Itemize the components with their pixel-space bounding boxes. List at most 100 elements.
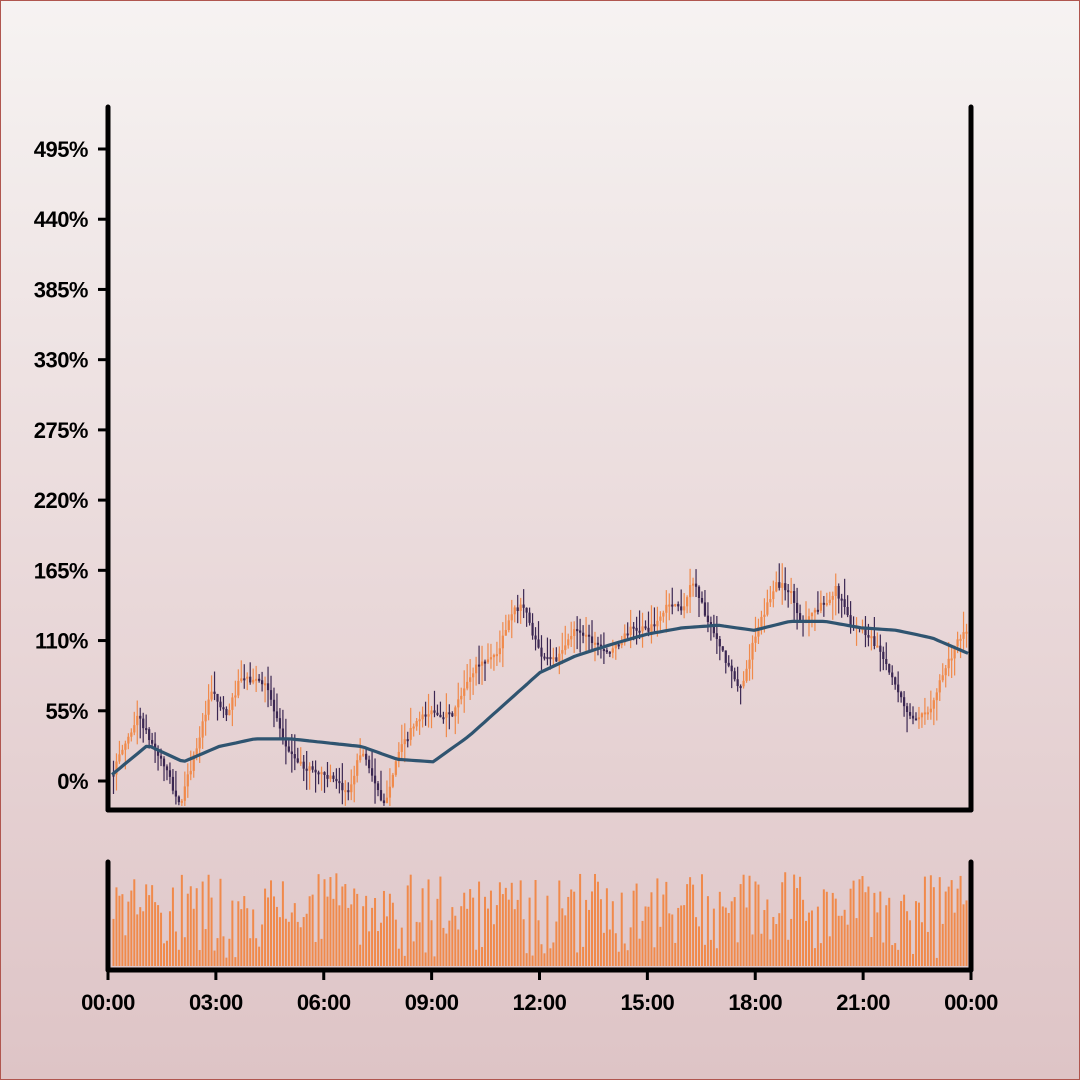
candle — [174, 770, 178, 805]
candle — [219, 696, 222, 711]
volume-bar — [237, 901, 240, 966]
candle — [784, 567, 787, 601]
candle — [130, 728, 133, 742]
candle — [439, 701, 442, 718]
volume-bar — [763, 910, 766, 966]
candle — [260, 671, 264, 692]
volume-bar — [317, 874, 320, 966]
volume-bar — [900, 901, 903, 966]
candle — [608, 651, 611, 658]
x-tick-label: 06:00 — [297, 990, 351, 1015]
candle — [436, 704, 439, 717]
volume-bar — [368, 931, 371, 966]
volume-bar — [772, 916, 775, 966]
volume-bar — [757, 884, 760, 966]
volume-bar — [923, 876, 926, 966]
candle — [332, 772, 335, 783]
candle — [335, 768, 338, 789]
candle — [727, 655, 730, 668]
candle — [421, 706, 424, 728]
candle — [665, 590, 668, 633]
volume-bar — [374, 898, 377, 966]
candle — [483, 659, 487, 681]
volume-bar — [567, 896, 570, 966]
volume-bar — [121, 894, 124, 966]
candle — [373, 758, 377, 804]
volume-bar — [243, 896, 246, 966]
candle — [305, 750, 308, 790]
candle — [686, 595, 689, 614]
candle — [240, 660, 243, 683]
y-tick-label: 220% — [34, 488, 88, 513]
volume-bar — [564, 915, 567, 966]
candle — [629, 609, 632, 649]
candle — [379, 770, 383, 802]
volume-bar — [632, 890, 635, 966]
volume-bar — [421, 888, 424, 966]
candle — [171, 768, 175, 795]
candle — [769, 585, 772, 607]
candle — [724, 650, 727, 674]
candle — [846, 595, 849, 618]
volume-bar — [870, 937, 873, 966]
candle — [730, 659, 733, 689]
y-tick-label: 440% — [34, 207, 88, 232]
volume-bar — [231, 900, 234, 966]
volume-bar — [299, 927, 302, 966]
candle — [365, 748, 368, 766]
volume-bar — [326, 896, 329, 966]
candle — [522, 589, 525, 619]
candle — [186, 763, 189, 798]
candle — [674, 603, 677, 607]
candle — [709, 616, 713, 641]
candle — [376, 781, 380, 797]
candle — [801, 615, 805, 637]
volume-bar — [463, 892, 466, 966]
volume-bar — [540, 944, 543, 966]
volume-bar — [528, 897, 531, 966]
candle — [754, 616, 757, 652]
candle — [671, 587, 674, 615]
candle — [528, 607, 531, 626]
volume-bar — [929, 875, 932, 966]
candle — [739, 684, 742, 705]
volume-bar — [308, 896, 311, 966]
y-tick-label: 0% — [57, 769, 88, 794]
candle — [534, 627, 537, 651]
volume-bar — [778, 913, 781, 966]
volume-bar — [448, 920, 451, 966]
volume-bar — [599, 899, 602, 966]
candle — [733, 667, 736, 682]
candle — [891, 665, 894, 685]
candle — [492, 653, 496, 671]
volume-bar — [489, 890, 492, 966]
volume-bar — [507, 899, 510, 966]
candle — [266, 666, 270, 708]
volume-bar — [891, 945, 894, 966]
candle — [243, 664, 246, 689]
volume-bar — [864, 892, 867, 966]
volume-bar — [950, 880, 953, 966]
volume-bar — [570, 889, 573, 966]
volume-bar — [118, 895, 121, 966]
volume-bar — [665, 881, 668, 966]
volume-bar — [700, 874, 703, 966]
candle — [659, 611, 662, 633]
volume-bar — [766, 899, 769, 966]
volume-bar — [332, 898, 335, 966]
candle — [323, 771, 326, 793]
volume-bar — [733, 897, 736, 966]
volume-bar — [469, 889, 472, 966]
volume-bar — [112, 918, 115, 966]
volume-bar — [451, 907, 454, 966]
volume-bar — [228, 938, 231, 966]
candle — [367, 755, 371, 774]
volume-bar — [849, 888, 852, 966]
volume-bar — [350, 904, 353, 966]
candle — [216, 693, 219, 721]
candle — [834, 573, 837, 616]
candle — [225, 706, 228, 722]
candle — [430, 705, 433, 729]
candle — [549, 639, 552, 670]
volume-bar — [148, 895, 151, 966]
